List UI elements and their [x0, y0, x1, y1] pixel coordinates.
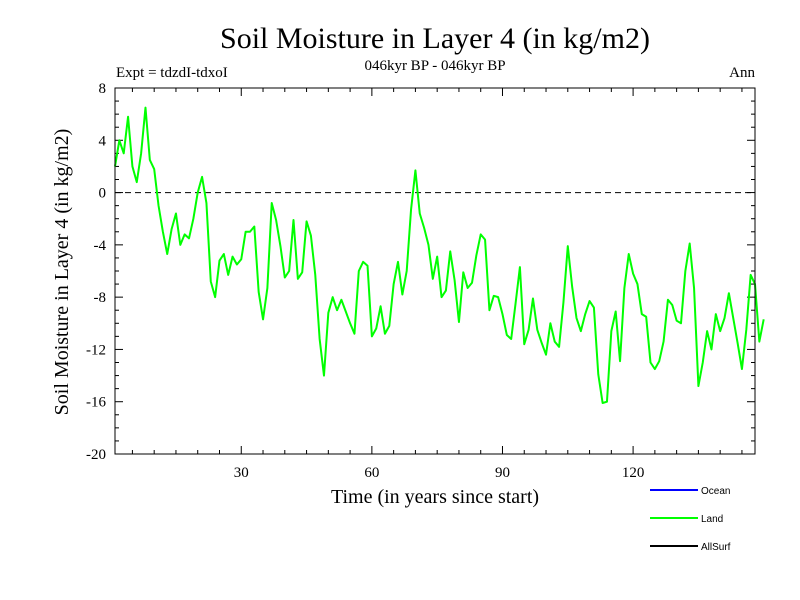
experiment-label: Expt = tdzdI-tdxoI [116, 65, 228, 81]
tick-marks [115, 87, 755, 455]
y-tick-label: -8 [94, 290, 107, 306]
x-tick-label: 120 [622, 465, 645, 481]
x-tick-labels: 30 60 90 120 [234, 465, 645, 481]
x-tick-label: 30 [234, 465, 249, 481]
series-layer [114, 106, 765, 405]
y-tick-label: -20 [86, 447, 106, 463]
x-tick-label: 90 [495, 465, 510, 481]
legend-label-allsurf: AllSurf [701, 542, 731, 553]
y-tick-label: -4 [94, 238, 107, 254]
y-tick-label: 4 [99, 133, 107, 149]
y-axis-label: Soil Moisture in Layer 4 (in kg/m2) [51, 129, 73, 416]
series-line-land [114, 106, 765, 405]
y-tick-label: 0 [99, 186, 107, 202]
plot-frame [114, 87, 756, 455]
legend-label-ocean: Ocean [701, 486, 730, 497]
legend-label-land: Land [701, 514, 723, 525]
y-tick-label: 8 [99, 81, 107, 97]
y-tick-label: -12 [86, 342, 106, 358]
legend: Ocean Land AllSurf [650, 486, 731, 553]
x-tick-label: 60 [364, 465, 379, 481]
y-tick-label: -16 [86, 395, 106, 411]
period-label: Ann [729, 65, 755, 81]
x-axis-label: Time (in years since start) [331, 486, 539, 508]
y-tick-labels: 8 4 0 -4 -8 -12 -16 -20 [86, 81, 107, 463]
chart-subtitle: 046kyr BP - 046kyr BP [364, 58, 505, 74]
chart-title: Soil Moisture in Layer 4 (in kg/m2) [220, 22, 650, 55]
